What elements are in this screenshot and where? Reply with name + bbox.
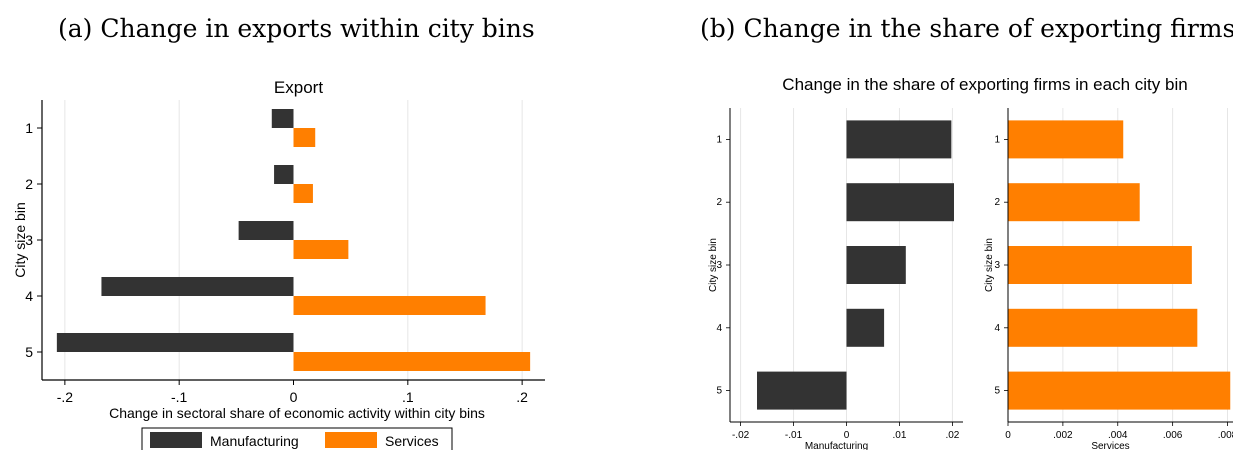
xtick-label-b1-1: -.01 <box>785 430 803 441</box>
bar-a-services-5 <box>293 352 531 371</box>
bar-a-services-4 <box>293 296 486 315</box>
bar-b-manufacturing-2 <box>846 183 954 222</box>
legend-swatch-manufacturing <box>150 432 202 448</box>
chart-a-title: Export <box>274 78 323 97</box>
legend-swatch-services <box>325 432 377 448</box>
xtick-label-a-1: -.1 <box>171 389 188 405</box>
chart-b-title: Change in the share of exporting firms i… <box>782 75 1187 94</box>
ytick-label-a-3: 3 <box>25 232 33 248</box>
bar-a-services-1 <box>293 128 316 147</box>
legend-label-manufacturing: Manufacturing <box>210 433 299 449</box>
x-axis-label-b2: Services <box>1091 441 1129 450</box>
bar-b-services-5 <box>1008 371 1231 410</box>
bar-a-manufacturing-5 <box>56 333 294 352</box>
bar-b-manufacturing-5 <box>757 371 847 410</box>
xtick-label-b2-2: .004 <box>1108 430 1128 441</box>
xtick-label-a-3: .1 <box>402 389 414 405</box>
xtick-label-b1-4: .02 <box>945 430 959 441</box>
xtick-label-b2-0: 0 <box>1005 430 1011 441</box>
xtick-label-b2-3: .006 <box>1163 430 1183 441</box>
ytick-label-b2-2: 2 <box>994 197 1000 208</box>
bar-a-manufacturing-2 <box>274 165 294 184</box>
ytick-label-b2-4: 4 <box>994 323 1000 334</box>
ytick-label-a-2: 2 <box>25 176 33 192</box>
xtick-label-a-0: -.2 <box>57 389 74 405</box>
caption-b: (b) Change in the share of exporting fir… <box>700 14 1233 43</box>
ytick-label-b1-5: 5 <box>716 386 722 397</box>
bar-b-services-4 <box>1008 308 1198 347</box>
xtick-label-b1-0: -.02 <box>732 430 750 441</box>
y-axis-label-b1: City size bin <box>708 238 719 292</box>
ytick-label-b2-5: 5 <box>994 386 1000 397</box>
ytick-label-b1-2: 2 <box>716 197 722 208</box>
caption-a: (a) Change in exports within city bins <box>58 14 535 43</box>
bar-b-manufacturing-4 <box>846 308 885 347</box>
ytick-label-b1-4: 4 <box>716 323 722 334</box>
ytick-label-a-5: 5 <box>25 344 33 360</box>
ytick-label-b2-3: 3 <box>994 260 1000 271</box>
xtick-label-b2-1: .002 <box>1053 430 1073 441</box>
xtick-label-b2-4: .008 <box>1218 430 1233 441</box>
bar-b-services-1 <box>1008 120 1124 159</box>
xtick-label-a-2: 0 <box>290 389 298 405</box>
ytick-label-b1-1: 1 <box>716 134 722 145</box>
x-axis-label-b1: Manufacturing <box>805 441 868 450</box>
bar-b-manufacturing-3 <box>846 246 906 284</box>
bar-b-services-3 <box>1008 246 1192 284</box>
legend-label-services: Services <box>385 433 439 449</box>
ytick-label-a-1: 1 <box>25 120 33 136</box>
ytick-label-a-4: 4 <box>25 288 33 304</box>
bar-a-manufacturing-3 <box>238 221 294 240</box>
bar-b-manufacturing-1 <box>846 120 952 159</box>
bar-a-manufacturing-4 <box>101 277 294 296</box>
xtick-label-b1-2: 0 <box>844 430 850 441</box>
xtick-label-b1-3: .01 <box>893 430 907 441</box>
bar-b-services-2 <box>1008 183 1140 222</box>
y-axis-label-b2: City size bin <box>984 238 995 292</box>
xtick-label-a-4: .2 <box>516 389 528 405</box>
ytick-label-b1-3: 3 <box>716 260 722 271</box>
ytick-label-b2-1: 1 <box>994 134 1000 145</box>
bar-a-manufacturing-1 <box>271 109 294 128</box>
x-axis-label-a: Change in sectoral share of economic act… <box>109 405 485 421</box>
bar-a-services-3 <box>293 240 349 259</box>
bar-a-services-2 <box>293 184 313 203</box>
y-axis-label-a: City size bin <box>12 202 28 277</box>
